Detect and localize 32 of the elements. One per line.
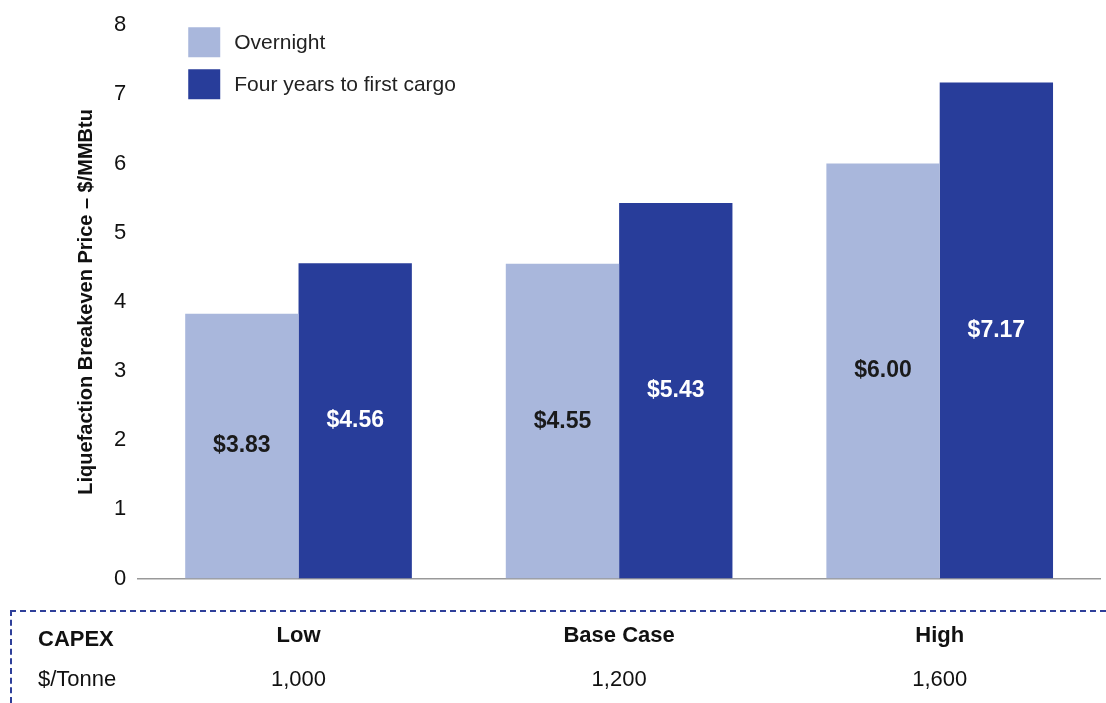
data-label: $4.55 xyxy=(533,406,592,433)
y-axis-title: Liquefaction Breakeven Price – $/MMBtu xyxy=(73,109,96,495)
bar xyxy=(939,82,1054,579)
y-tick-label: 7 xyxy=(113,80,127,106)
text: CAPEX xyxy=(38,626,115,652)
y-tick-label: 0 xyxy=(113,564,127,590)
data-label: $5.43 xyxy=(647,376,705,403)
y-tick-label: 2 xyxy=(113,426,127,452)
x-tick-label: Base Case xyxy=(563,621,675,647)
bar xyxy=(826,163,940,579)
text: $/Tonne xyxy=(38,666,117,692)
y-tick-label: 8 xyxy=(113,11,127,37)
x-tick-label: Low xyxy=(276,621,322,647)
data-label: $7.17 xyxy=(967,315,1026,342)
legend-label: Overnight xyxy=(234,30,326,53)
text: 1,600 xyxy=(912,666,968,692)
data-label: $3.83 xyxy=(213,431,271,458)
y-tick-label: 3 xyxy=(113,357,127,383)
y-tick-label: 5 xyxy=(113,218,127,244)
y-tick-label: 1 xyxy=(113,495,127,521)
x-tick-label: High xyxy=(915,621,965,647)
text: 1,000 xyxy=(271,666,327,692)
bar xyxy=(505,263,620,579)
bar xyxy=(619,202,733,579)
data-label: $4.56 xyxy=(326,406,384,433)
y-tick-label: 6 xyxy=(113,149,127,175)
bar xyxy=(298,263,412,579)
data-label: $6.00 xyxy=(854,356,912,383)
bar xyxy=(185,313,299,579)
legend-label: Four years to first cargo xyxy=(234,72,456,95)
text: 1,200 xyxy=(591,666,647,692)
y-tick-label: 4 xyxy=(113,287,127,313)
